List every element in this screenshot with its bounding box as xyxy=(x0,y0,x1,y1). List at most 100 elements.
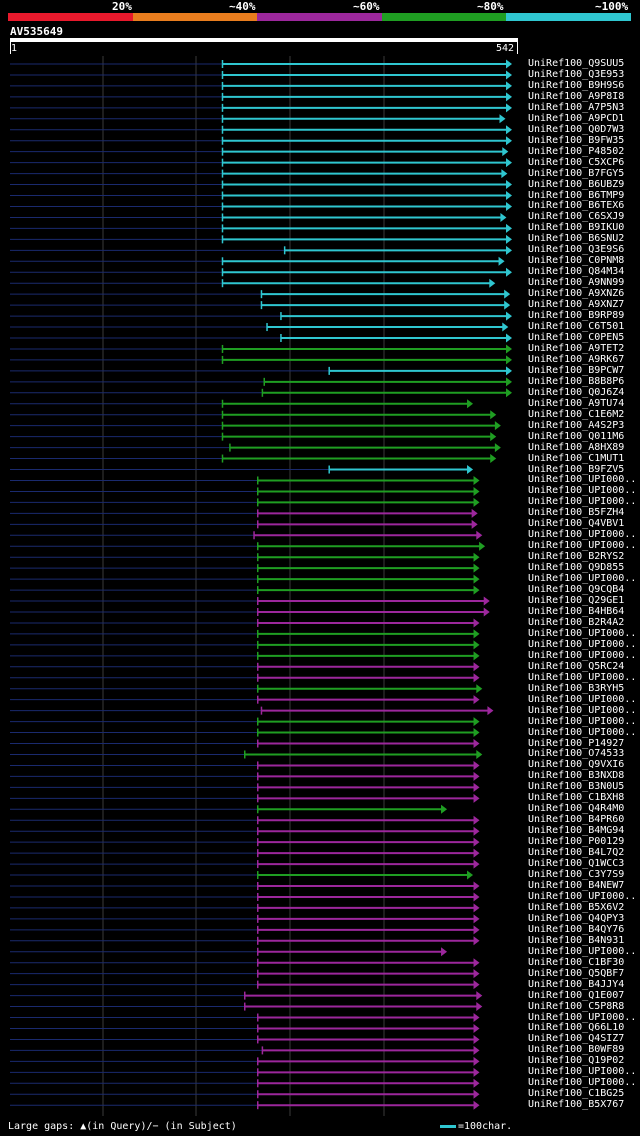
hit-row[interactable] xyxy=(10,585,480,595)
hit-label[interactable]: UniRef100_O74533 xyxy=(528,748,625,760)
hit-label[interactable]: UniRef100_B4L7Q2 xyxy=(528,847,625,859)
hit-row[interactable] xyxy=(10,848,480,858)
hit-label[interactable]: UniRef100_Q9SUU5 xyxy=(528,58,625,69)
hit-label[interactable]: UniRef100_B4MG94 xyxy=(528,825,625,837)
hit-row[interactable] xyxy=(10,958,480,968)
hit-label[interactable]: UniRef100_UPI000.. xyxy=(528,474,637,486)
hit-row[interactable] xyxy=(10,947,448,957)
hit-label[interactable]: UniRef100_A9P8I8 xyxy=(528,90,625,102)
hit-label[interactable]: UniRef100_Q4R4M0 xyxy=(528,803,625,815)
hit-label[interactable]: UniRef100_P14927 xyxy=(528,737,625,749)
hit-label[interactable]: UniRef100_A9XNZ7 xyxy=(528,299,625,311)
hit-row[interactable] xyxy=(10,914,480,924)
hit-label[interactable]: UniRef100_UPI000.. xyxy=(528,671,637,683)
hit-row[interactable] xyxy=(10,881,480,891)
hit-label[interactable]: UniRef100_UPI000.. xyxy=(528,1066,637,1078)
hit-row[interactable] xyxy=(10,870,474,880)
hit-label[interactable]: UniRef100_C6SXJ9 xyxy=(528,211,625,223)
hit-label[interactable]: UniRef100_B9FW35 xyxy=(528,134,625,146)
hit-row[interactable] xyxy=(10,728,480,738)
hit-label[interactable]: UniRef100_Q0D7W3 xyxy=(528,123,625,135)
hit-label[interactable]: UniRef100_UPI000.. xyxy=(528,1011,637,1023)
hit-row[interactable] xyxy=(10,1067,480,1077)
hit-label[interactable]: UniRef100_A9XNZ6 xyxy=(528,288,625,300)
hit-label[interactable]: UniRef100_B6SNU2 xyxy=(528,233,625,245)
hit-row[interactable] xyxy=(10,169,508,179)
hit-row[interactable] xyxy=(10,684,483,694)
hit-label[interactable]: UniRef100_P00129 xyxy=(528,836,625,848)
hit-row[interactable] xyxy=(10,300,511,310)
hit-label[interactable]: UniRef100_Q5QBF7 xyxy=(528,967,625,979)
hit-row[interactable] xyxy=(10,552,480,562)
hit-label[interactable]: UniRef100_Q0J6Z4 xyxy=(528,386,625,398)
hit-row[interactable] xyxy=(10,191,512,201)
hit-label[interactable]: UniRef100_B4PR60 xyxy=(528,814,625,826)
hit-row[interactable] xyxy=(10,859,480,869)
hit-row[interactable] xyxy=(10,530,483,540)
hit-label[interactable]: UniRef100_B9IKU0 xyxy=(528,222,625,234)
hit-row[interactable] xyxy=(10,574,480,584)
hit-row[interactable] xyxy=(10,640,480,650)
hit-row[interactable] xyxy=(10,826,480,836)
hit-row[interactable] xyxy=(10,355,512,365)
hit-label[interactable]: UniRef100_Q84M34 xyxy=(528,266,625,278)
hit-row[interactable] xyxy=(10,541,486,551)
hit-row[interactable] xyxy=(10,760,480,770)
hit-label[interactable]: UniRef100_C6T501 xyxy=(528,321,625,333)
hit-label[interactable]: UniRef100_B9FZV5 xyxy=(528,463,625,475)
hit-row[interactable] xyxy=(10,92,512,102)
hit-row[interactable] xyxy=(10,311,512,321)
hit-row[interactable] xyxy=(10,563,480,573)
hit-label[interactable]: UniRef100_B3RYH5 xyxy=(528,682,625,694)
hit-row[interactable] xyxy=(10,454,497,464)
hit-row[interactable] xyxy=(10,1034,480,1044)
hit-label[interactable]: UniRef100_Q4SIZ7 xyxy=(528,1033,625,1045)
hit-row[interactable] xyxy=(10,421,501,431)
hit-row[interactable] xyxy=(10,278,496,288)
hit-row[interactable] xyxy=(10,245,512,255)
hit-label[interactable]: UniRef100_Q66L10 xyxy=(528,1022,625,1034)
hit-label[interactable]: UniRef100_C5XCP6 xyxy=(528,156,625,168)
hit-row[interactable] xyxy=(10,443,501,453)
hit-row[interactable] xyxy=(10,739,480,749)
hit-row[interactable] xyxy=(10,59,512,69)
hit-row[interactable] xyxy=(10,432,497,442)
hit-label[interactable]: UniRef100_UPI000.. xyxy=(528,726,637,738)
hit-row[interactable] xyxy=(10,651,480,661)
hit-label[interactable]: UniRef100_Q3E9S6 xyxy=(528,244,625,256)
hit-label[interactable]: UniRef100_Q19P02 xyxy=(528,1055,625,1067)
hit-row[interactable] xyxy=(10,706,494,716)
hit-label[interactable]: UniRef100_C3Y7S9 xyxy=(528,869,625,881)
hit-label[interactable]: UniRef100_C5P8R8 xyxy=(528,1000,625,1012)
hit-row[interactable] xyxy=(10,333,512,343)
hit-row[interactable] xyxy=(10,662,480,672)
hit-row[interactable] xyxy=(10,1078,480,1088)
hit-row[interactable] xyxy=(10,103,512,113)
hit-label[interactable]: UniRef100_C1E6M2 xyxy=(528,408,625,420)
hit-row[interactable] xyxy=(10,377,512,387)
hit-row[interactable] xyxy=(10,70,512,80)
hit-label[interactable]: UniRef100_B3N0U5 xyxy=(528,781,625,793)
hit-label[interactable]: UniRef100_UPI000.. xyxy=(528,1077,637,1089)
hit-row[interactable] xyxy=(10,125,512,135)
hit-row[interactable] xyxy=(10,925,480,935)
hit-row[interactable] xyxy=(10,673,480,683)
hit-label[interactable]: UniRef100_B4JJY4 xyxy=(528,978,625,990)
hit-row[interactable] xyxy=(10,475,480,485)
hit-label[interactable]: UniRef100_A9TU74 xyxy=(528,397,625,409)
hit-label[interactable]: UniRef100_UPI000.. xyxy=(528,573,637,585)
hit-row[interactable] xyxy=(10,486,480,496)
hit-row[interactable] xyxy=(10,465,474,475)
hit-row[interactable] xyxy=(10,1023,480,1033)
hit-label[interactable]: UniRef100_B4N931 xyxy=(528,934,625,946)
hit-label[interactable]: UniRef100_B4QY76 xyxy=(528,923,625,935)
hit-label[interactable]: UniRef100_A4S2P3 xyxy=(528,419,625,431)
hit-row[interactable] xyxy=(10,804,448,814)
hit-label[interactable]: UniRef100_Q3E953 xyxy=(528,68,625,80)
hit-row[interactable] xyxy=(10,717,480,727)
hit-label[interactable]: UniRef100_C1BF30 xyxy=(528,956,625,968)
hit-row[interactable] xyxy=(10,1045,480,1055)
hit-label[interactable]: UniRef100_A9NN99 xyxy=(528,277,625,289)
hit-label[interactable]: UniRef100_B9H9S6 xyxy=(528,79,625,91)
hit-row[interactable] xyxy=(10,267,512,277)
